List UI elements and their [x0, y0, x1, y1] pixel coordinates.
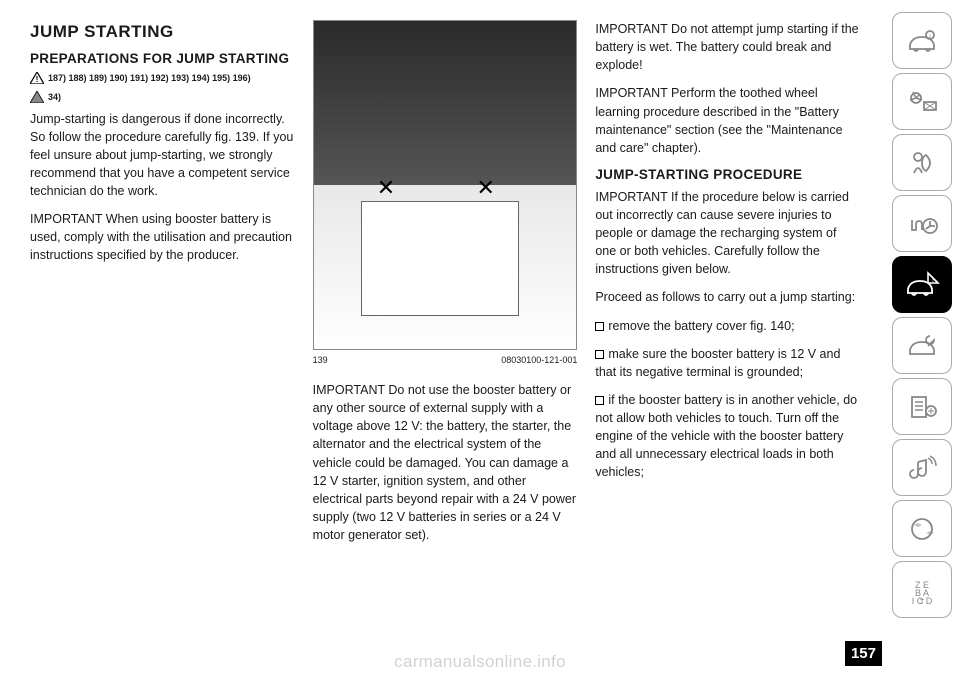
- svg-text:!: !: [36, 75, 39, 84]
- caution-triangle-icon: [30, 91, 44, 103]
- list-item: if the booster battery is in another veh…: [595, 391, 860, 482]
- warning-ref-numbers: 187) 188) 189) 190) 191) 192) 193) 194) …: [48, 72, 251, 85]
- watermark: carmanualsonline.info: [394, 652, 566, 672]
- sidebar-item-specs[interactable]: [892, 378, 952, 435]
- sidebar-item-multimedia[interactable]: [892, 439, 952, 496]
- checkbox-icon: [595, 350, 604, 359]
- body-text: IMPORTANT Do not attempt jump starting i…: [595, 20, 860, 74]
- sidebar-nav: i ! Z EB AI C DT: [892, 12, 952, 618]
- page-number: 157: [845, 641, 882, 666]
- list-item: make sure the booster battery is 12 V an…: [595, 345, 860, 381]
- body-text: Proceed as follows to carry out a jump s…: [595, 288, 860, 306]
- svg-text:T: T: [920, 599, 925, 606]
- battery-illustration: [361, 201, 519, 316]
- section-title: JUMP STARTING: [30, 20, 295, 45]
- list-item: remove the battery cover fig. 140;: [595, 317, 860, 335]
- sidebar-item-index[interactable]: Z EB AI C DT: [892, 561, 952, 618]
- sidebar-item-safety[interactable]: [892, 134, 952, 191]
- body-text: IMPORTANT Perform the toothed wheel lear…: [595, 84, 860, 157]
- checkbox-icon: [595, 322, 604, 331]
- caution-refs: 34): [30, 91, 295, 104]
- svg-text:!: !: [932, 277, 934, 284]
- clamp-icon: ✕: [377, 172, 397, 202]
- body-text: IMPORTANT If the procedure below is carr…: [595, 188, 860, 279]
- sidebar-item-emergency[interactable]: !: [892, 256, 952, 313]
- figure-jump-start: ✕ ✕: [313, 20, 578, 350]
- svg-text:i: i: [929, 34, 930, 40]
- body-text: IMPORTANT Do not use the booster battery…: [313, 381, 578, 544]
- sidebar-item-maintenance[interactable]: [892, 317, 952, 374]
- page-content: JUMP STARTING PREPARATIONS FOR JUMP STAR…: [0, 0, 870, 640]
- body-text: Jump-starting is dangerous if done incor…: [30, 110, 295, 201]
- column-3: IMPORTANT Do not attempt jump starting i…: [595, 20, 860, 640]
- figure-code: 08030100-121-001: [501, 354, 577, 367]
- checkbox-icon: [595, 396, 604, 405]
- caution-ref-numbers: 34): [48, 91, 61, 104]
- column-2: ✕ ✕ 139 08030100-121-001 IMPORTANT Do no…: [313, 20, 578, 640]
- subsection-title: JUMP-STARTING PROCEDURE: [595, 167, 860, 184]
- sidebar-item-nav[interactable]: [892, 500, 952, 557]
- sidebar-item-vehicle-info[interactable]: i: [892, 12, 952, 69]
- clamp-icon: ✕: [477, 172, 497, 202]
- subsection-title: PREPARATIONS FOR JUMP STARTING: [30, 51, 295, 68]
- sidebar-item-starting[interactable]: [892, 195, 952, 252]
- figure-number: 139: [313, 354, 328, 367]
- figure-caption: 139 08030100-121-001: [313, 354, 578, 367]
- column-1: JUMP STARTING PREPARATIONS FOR JUMP STAR…: [30, 20, 295, 640]
- sidebar-item-dashboard[interactable]: [892, 73, 952, 130]
- warning-triangle-icon: !: [30, 72, 44, 84]
- body-text: IMPORTANT When using booster battery is …: [30, 210, 295, 264]
- warning-refs: ! 187) 188) 189) 190) 191) 192) 193) 194…: [30, 72, 295, 85]
